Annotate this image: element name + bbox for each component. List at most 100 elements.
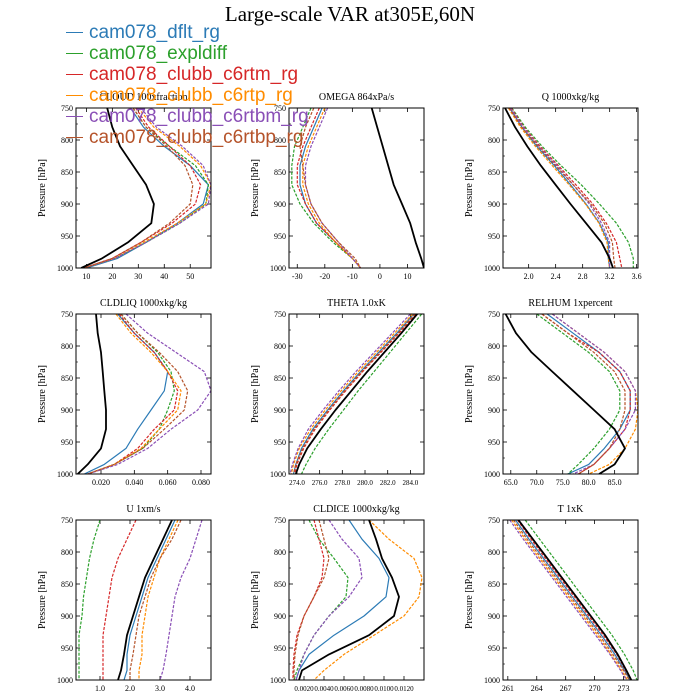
y-tick-label: 950 [274,644,286,653]
y-tick-label: 750 [488,516,500,525]
y-tick-label: 1000 [484,676,500,685]
x-tick-label: 10 [403,272,411,281]
y-tick-label: 950 [61,438,73,447]
panel-title: RELHUM 1xpercent [528,298,612,309]
plot-frame [75,519,212,681]
x-tick-label: 80.0 [582,478,596,487]
panel-8: CLDICE 1000xkg/kg Pressure [hPa] 750 800 850… [250,504,425,693]
y-tick-label: 900 [274,612,286,621]
series-line-cam078_expldiff [87,314,175,474]
series-line-reference [504,314,626,474]
plot-frame [502,313,639,475]
series-group [504,108,634,268]
plot-frame [288,107,425,269]
panel-title: U 1xm/s [126,504,160,515]
panel-title: THETA 1.0xK [327,298,386,309]
legend-swatch [66,95,83,96]
series-group [509,520,638,680]
y-axis-label: Pressure [hPa] [464,159,475,217]
series-line-reference [517,520,633,680]
x-tick-label: 0.020 [92,478,110,487]
figure-title: Large-scale VAR at305E,60N [224,2,476,26]
y-tick-label: 900 [488,200,500,209]
y-tick-label: 900 [274,406,286,415]
x-tick-label: 0.0080 [354,685,374,693]
series-line-reference [298,520,400,680]
series-line-reference [294,314,418,474]
y-tick-label: 1000 [270,676,286,685]
legend: cam078_dflt_rg cam078_expldiff cam078_club… [66,22,309,148]
series-line-cam078_clubb_c6rtbm_rg [509,520,627,680]
series-line-cam078_expldiff [300,314,423,474]
series-line-cam078_dflt_rg [515,520,631,680]
y-tick-label: 1000 [57,676,73,685]
series-line-cam078_dflt_rg [509,108,611,268]
series-line-cam078_expldiff [511,108,634,268]
series-line-cam078_expldiff [536,314,621,474]
x-tick-label: 280.0 [357,479,373,487]
y-tick-label: 800 [274,548,286,557]
series-line-cam078_clubb_c6rtm_rg [294,314,417,474]
series-group [292,520,423,680]
panel-title: CLOUD 100xfraction [99,92,187,103]
series-line-cam078_dflt_rg [299,108,362,268]
series-line-cam078_clubb_c6rtbm_rg [87,314,211,474]
y-tick-label: 850 [274,374,286,383]
panel-title: T 1xK [558,504,584,515]
y-tick-label: 800 [488,342,500,351]
legend-entry: cam078_expldiff [66,43,309,64]
series-line-cam078_clubb_c6rtbm_rg [289,314,411,474]
series-line-cam078_clubb_c6rtm_rg [541,314,631,474]
y-axis-label: Pressure [hPa] [250,159,261,217]
x-tick-label: 0.040 [125,478,143,487]
x-tick-label: 2.0 [524,272,534,281]
legend-entry: cam078_clubb_c6rtp_rg [66,85,309,106]
legend-label: cam078_clubb_c6rtbm_rg [89,106,309,127]
series-line-reference [370,108,424,268]
panel-title: CLDICE 1000xkg/kg [313,504,399,515]
x-tick-label: 3.0 [155,684,165,693]
series-line-cam078_expldiff [78,520,101,680]
panel-title: CLDLIQ 1000xkg/kg [100,298,187,309]
x-tick-label: 276.0 [312,479,328,487]
legend-label: cam078_dflt_rg [89,22,220,43]
x-tick-label: 0.0020 [294,685,314,693]
plot-frame [75,107,212,269]
x-tick-label: 30 [134,272,142,281]
x-tick-label: 2.4 [551,272,561,281]
series-line-cam078_clubb_c6rtbm_rg [83,108,211,268]
y-tick-label: 850 [488,374,500,383]
legend-swatch [66,74,83,75]
panel-5: THETA 1.0xK Pressure [hPa] 750 800 850 900 950… [250,298,425,487]
series-line-cam078_expldiff [291,108,362,268]
y-tick-label: 750 [274,516,286,525]
legend-entry: cam078_clubb_c6rtbp_rg [66,127,309,148]
legend-swatch [66,116,83,117]
y-axis-label: Pressure [hPa] [37,365,48,423]
plot-frame [75,313,212,475]
panel-title: Q 1000xkg/kg [542,92,600,103]
series-line-cam078_clubb_c6rtm_rg [83,108,202,268]
x-tick-label: 0.060 [159,478,177,487]
y-axis-label: Pressure [hPa] [37,571,48,629]
y-tick-label: 850 [61,580,73,589]
panel-2: OMEGA 864xPa/s Pressure [hPa] 750 800 850 900… [250,92,425,281]
y-tick-label: 750 [61,104,73,113]
y-tick-label: 950 [488,438,500,447]
x-tick-label: -30 [292,272,303,281]
x-tick-label: 50 [186,272,194,281]
panel-1: CLOUD 100xfraction Pressure [hPa] 750 800 85… [37,92,212,281]
y-tick-label: 1000 [270,264,286,273]
series-line-cam078_expldiff [293,520,349,680]
y-tick-label: 800 [61,342,73,351]
series-line-cam078_clubb_c6rtm_rg [87,314,179,474]
series-line-cam078_clubb_c6rtp_rg [507,108,611,268]
series-line-cam078_clubb_c6rtbp_rg [87,314,189,474]
y-tick-label: 750 [61,516,73,525]
y-tick-label: 850 [488,168,500,177]
series-line-cam078_clubb_c6rtp_rg [302,108,362,268]
x-tick-label: 264 [531,684,543,693]
legend-label: cam078_expldiff [89,43,228,64]
